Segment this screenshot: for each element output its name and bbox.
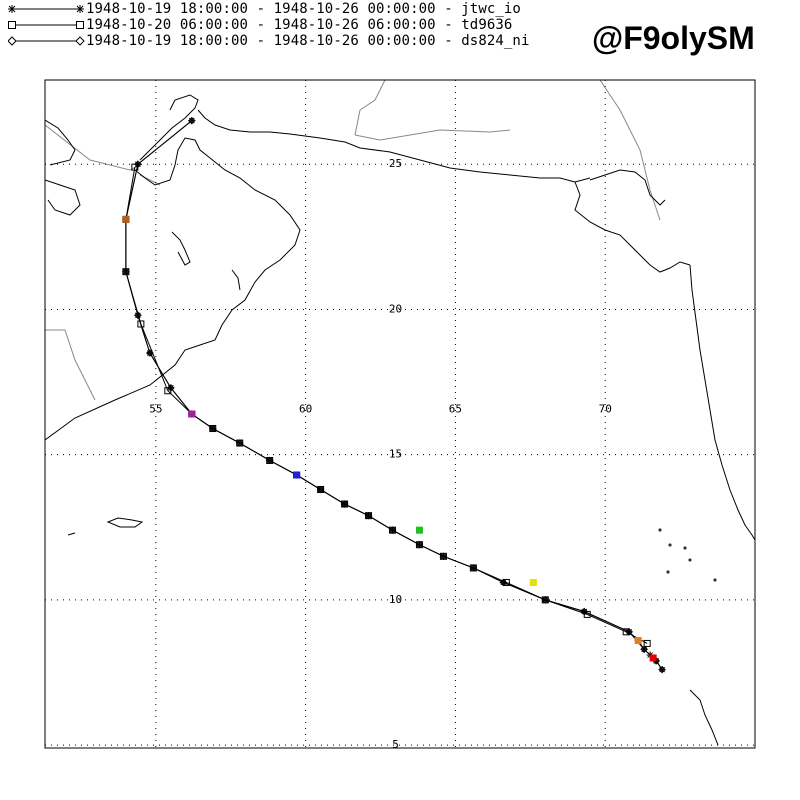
legend-label-jtwc: 1948-10-19 18:00:00 - 1948-10-26 00:00:0…: [86, 1, 521, 17]
track-point-ds824_ni: [122, 267, 130, 276]
asterisk-line-icon: [8, 5, 84, 13]
track-point-ds824_ni: [265, 456, 274, 465]
lat-tick-label: 15: [389, 448, 402, 461]
lon-tick-label: 60: [299, 403, 312, 416]
square-line-icon: [8, 21, 84, 29]
track-point-ds824_ni: [364, 511, 373, 520]
legend-row-jtwc: 1948-10-19 18:00:00 - 1948-10-26 00:00:0…: [0, 1, 580, 17]
lat-tick-label: 20: [389, 302, 402, 315]
tick-labels: 55 60 65 70 5 10 15 20 25: [149, 157, 612, 751]
track-point-ds824_ni: [580, 607, 588, 616]
daily-marker: [122, 215, 130, 223]
track-point-ds824_ni: [415, 540, 424, 549]
track-point-ds824_ni: [340, 500, 349, 508]
daily-marker: [634, 637, 642, 645]
track-line-jtwc_io: [125, 120, 663, 670]
watermark-handle: @F9olySM: [592, 20, 755, 56]
track-point-ds824_ni: [499, 578, 508, 587]
legend-row-ds824: 1948-10-19 18:00:00 - 1948-10-26 00:00:0…: [0, 33, 580, 49]
track-line-ds824_ni: [125, 120, 663, 670]
track-point-ds824_ni: [134, 160, 142, 168]
track-point-ds824_ni: [209, 424, 217, 433]
track-point-ds824_ni: [640, 645, 648, 653]
lon-tick-label: 65: [449, 403, 462, 416]
map-border: [44, 79, 756, 749]
political-borders: [45, 80, 661, 401]
daily-marker: [649, 654, 657, 662]
diamond-line-icon: [8, 36, 85, 46]
track-point-ds824_ni: [146, 349, 154, 357]
track-point-td9636: [643, 639, 651, 647]
track-jtwc_io: [122, 117, 666, 674]
track-point-td9636: [137, 320, 145, 328]
lon-tick-label: 70: [599, 403, 612, 416]
track-point-ds824_ni: [188, 116, 196, 125]
lon-tick-label: 55: [149, 403, 162, 416]
track-point-ds824_ni: [167, 384, 175, 392]
track-point-ds824_ni: [388, 526, 397, 534]
lat-tick-label: 5: [392, 738, 399, 751]
track-point-ds824_ni: [469, 564, 478, 572]
track-point-ds824_ni: [134, 311, 142, 319]
daily-marker: [529, 578, 537, 586]
legend: 1948-10-19 18:00:00 - 1948-10-26 00:00:0…: [0, 0, 580, 52]
lat-tick-label: 25: [389, 157, 402, 170]
track-point-ds824_ni: [625, 628, 633, 636]
lat-tick-label: 10: [389, 593, 402, 606]
track-point-ds824_ni: [316, 485, 325, 494]
legend-row-td9636: 1948-10-20 06:00:00 - 1948-10-26 06:00:0…: [0, 17, 580, 33]
track-td9636: [122, 163, 651, 647]
daily-marker: [188, 410, 196, 418]
track-point-ds824_ni: [439, 552, 448, 561]
daily-markers: [122, 215, 657, 662]
track-line-td9636: [125, 167, 648, 644]
track-point-ds824_ni: [236, 439, 244, 447]
daily-marker: [293, 471, 301, 479]
legend-label-ds824: 1948-10-19 18:00:00 - 1948-10-26 00:00:0…: [86, 33, 530, 49]
coastlines: [45, 94, 755, 746]
legend-label-td9636: 1948-10-20 06:00:00 - 1948-10-26 06:00:0…: [86, 17, 513, 33]
track-point-ds824_ni: [658, 665, 666, 674]
track-point-ds824_ni: [541, 596, 550, 604]
storm-tracks: [122, 116, 666, 674]
daily-marker: [415, 526, 423, 534]
track-ds824_ni: [122, 116, 666, 674]
